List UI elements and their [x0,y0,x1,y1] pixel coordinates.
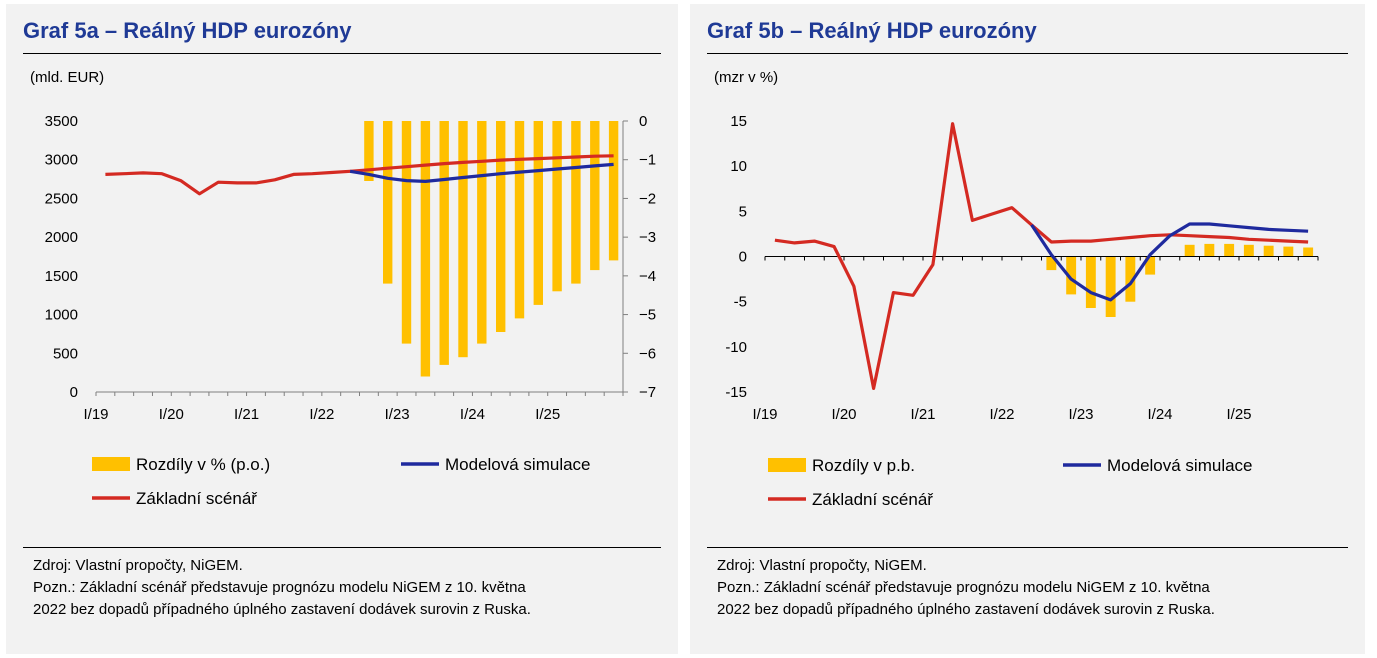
note-line-2: 2022 bez dopadů případného úplného zasta… [717,601,1215,618]
x-tick-label: I/20 [831,406,856,423]
note-line-2: 2022 bez dopadů případného úplného zasta… [33,601,531,618]
bar [1184,244,1195,257]
bar [1105,256,1116,317]
y-tick-label-left: 2500 [45,190,78,207]
bar [383,121,393,284]
y-tick-label-right: −7 [639,384,656,401]
line-simulation [1030,222,1309,302]
y-tick-label-left: 1500 [45,268,78,285]
y-tick-label-left: 500 [53,345,78,362]
note-line-1: Pozn.: Základní scénář představuje progn… [33,579,526,596]
x-tick-label: I/19 [83,406,108,423]
y-tick-label: -5 [734,294,747,311]
chart-5b-plot: 15 10 5 0 -5 -10 -15 I/19 I/20 I/21 I/22 I/23 I/24 I/… [725,113,1319,509]
y-tick-label-right: −2 [639,190,656,207]
bar [364,121,374,181]
y-tick-label-right: −4 [639,268,656,285]
y-tick-label-left: 1000 [45,307,78,324]
y-axis-unit-label: (mld. EUR) [30,69,105,86]
x-tick-label: I/22 [989,406,1014,423]
legend-label: Rozdíly v % (p.o.) [136,455,270,474]
legend-label: Modelová simulace [445,455,591,474]
bar [496,121,506,332]
line-simulation [349,162,614,183]
bar [514,121,525,319]
y-tick-label-right: −3 [639,229,656,246]
y-tick-label-right: −6 [639,345,656,362]
x-tick-label: I/19 [752,406,777,423]
bar [1204,243,1215,257]
x-tick-label: I/24 [1147,406,1172,423]
line-baseline [105,154,614,196]
legend-swatch-bars [768,458,806,472]
bar [552,121,562,292]
title-divider [23,53,661,54]
chart-title: Graf 5a – Reálný HDP eurozóny [23,18,352,43]
source-text: Zdroj: Vlastní propočty, NiGEM. [717,557,927,574]
y-tick-label-left: 3500 [45,113,78,130]
y-tick-label: -10 [725,339,747,356]
bar [1224,243,1235,257]
y-tick-label-left: 3000 [45,152,78,169]
bar [439,121,449,365]
y-tick-label-left: 0 [70,384,78,401]
notes-divider [707,547,1348,548]
title-divider [707,53,1348,54]
y-tick-label: 0 [739,249,747,266]
y-tick-label: 15 [730,113,747,130]
line-baseline [774,122,1309,390]
notes-divider [23,547,661,548]
bar [571,121,581,284]
bar [1066,256,1077,295]
chart-panel-5a: Graf 5a – Reálný HDP eurozóny (mld. EUR)… [6,4,678,654]
bar [477,121,487,344]
chart-notes: Zdroj: Vlastní propočty, NiGEM. Pozn.: Z… [717,555,1343,621]
x-tick-label: I/24 [460,406,485,423]
bar [1085,256,1096,308]
y-axis-unit-label: (mzr v %) [714,69,779,86]
bar [1303,247,1314,257]
x-tick-label: I/20 [159,406,184,423]
x-tick-label: I/21 [910,406,935,423]
x-tick-label: I/23 [385,406,410,423]
bar [1145,256,1156,275]
x-tick-label: I/25 [535,406,560,423]
chart-notes: Zdroj: Vlastní propočty, NiGEM. Pozn.: Z… [33,555,656,621]
bar [458,121,468,358]
y-tick-label: 5 [739,203,747,220]
legend-label: Základní scénář [136,489,257,508]
bar [608,121,619,261]
bar [590,121,600,271]
bar [1243,244,1254,257]
chart-panel-5b: Graf 5b – Reálný HDP eurozóny (mzr v %) … [690,4,1365,654]
bar [401,121,412,344]
bar [1125,256,1136,302]
x-tick-label: I/21 [234,406,259,423]
legend-label: Základní scénář [812,490,933,509]
bar [1046,256,1057,271]
legend-label: Modelová simulace [1107,456,1253,475]
y-tick-label: -15 [725,384,747,401]
x-tick-label: I/22 [309,406,334,423]
legend-label: Rozdíly v p.b. [812,456,915,475]
source-text: Zdroj: Vlastní propočty, NiGEM. [33,557,243,574]
bar [420,121,431,377]
chart-5a-plot: 0 500 1000 1500 2000 2500 3000 3500 0 −1 −2 −3 −4 −5 −… [45,113,656,508]
bar [533,121,543,305]
y-tick-label-right: 0 [639,113,647,130]
y-tick-label-right: −5 [639,307,656,324]
y-tick-label-right: −1 [639,152,656,169]
x-tick-label: I/25 [1226,406,1251,423]
legend-swatch-bars [92,457,130,471]
y-tick-label: 10 [730,158,747,175]
bar [1283,246,1294,257]
note-line-1: Pozn.: Základní scénář představuje progn… [717,579,1210,596]
chart-title: Graf 5b – Reálný HDP eurozóny [707,18,1037,43]
x-tick-label: I/23 [1068,406,1093,423]
bar [1263,245,1274,257]
y-tick-label-left: 2000 [45,229,78,246]
